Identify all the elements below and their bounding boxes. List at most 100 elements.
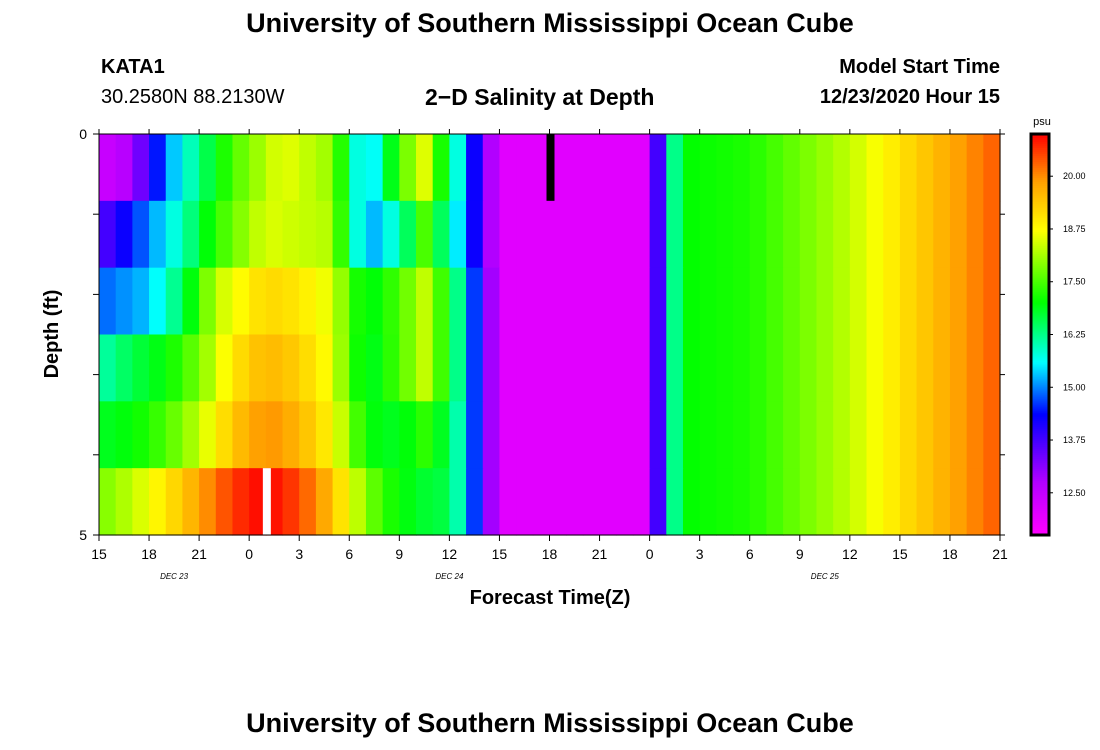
heatmap-cell bbox=[582, 267, 601, 336]
colorbar-step bbox=[1031, 382, 1049, 386]
heatmap-cell bbox=[632, 200, 651, 269]
heatmap-cell bbox=[199, 200, 217, 269]
colorbar-step bbox=[1031, 340, 1049, 344]
heatmap-cell bbox=[382, 401, 400, 469]
colorbar-step bbox=[1031, 440, 1049, 444]
colorbar-step bbox=[1031, 514, 1049, 518]
colorbar-step bbox=[1031, 140, 1049, 143]
x-tick-label: 15 bbox=[91, 546, 107, 562]
heatmap-cell bbox=[616, 200, 634, 269]
colorbar-step bbox=[1031, 242, 1049, 245]
colorbar-step bbox=[1031, 200, 1049, 203]
heatmap-cell bbox=[916, 334, 934, 402]
heatmap-cell bbox=[749, 267, 768, 336]
heatmap-cell bbox=[766, 468, 784, 536]
heatmap-cell bbox=[899, 401, 918, 469]
colorbar-step bbox=[1031, 464, 1049, 468]
colorbar-step bbox=[1031, 426, 1049, 430]
heatmap-cell bbox=[983, 401, 1001, 469]
colorbar-step bbox=[1031, 424, 1049, 428]
heatmap-cell bbox=[516, 134, 534, 202]
colorbar-step bbox=[1031, 520, 1049, 524]
heatmap-cell bbox=[215, 401, 234, 469]
date-label: DEC 24 bbox=[435, 572, 464, 581]
colorbar-step bbox=[1031, 190, 1049, 193]
heatmap-cell bbox=[749, 134, 768, 202]
heatmap-cell bbox=[149, 468, 167, 536]
heatmap-cell bbox=[215, 134, 234, 202]
heatmap-cell bbox=[466, 134, 484, 202]
heatmap-cell bbox=[249, 334, 267, 402]
colorbar-step bbox=[1031, 472, 1049, 476]
x-tick-label: 12 bbox=[442, 546, 458, 562]
colorbar-step bbox=[1031, 300, 1049, 304]
heatmap-cell bbox=[182, 267, 200, 336]
colorbar-step bbox=[1031, 178, 1049, 181]
colorbar-step bbox=[1031, 392, 1049, 396]
heatmap-cell bbox=[165, 200, 184, 269]
colorbar-step bbox=[1031, 402, 1049, 406]
colorbar-step bbox=[1031, 276, 1049, 279]
colorbar-step bbox=[1031, 360, 1049, 364]
heatmap-cell bbox=[265, 267, 284, 336]
heatmap-cell bbox=[833, 334, 851, 402]
heatmap-cell bbox=[532, 401, 551, 469]
heatmap-cell bbox=[149, 267, 167, 336]
colorbar-step bbox=[1031, 528, 1049, 532]
heatmap-cell bbox=[482, 200, 501, 269]
colorbar-step bbox=[1031, 222, 1049, 225]
heatmap-cell bbox=[833, 401, 851, 469]
heatmap-cell bbox=[899, 334, 918, 402]
heatmap-cell bbox=[432, 200, 450, 269]
heatmap-cell bbox=[165, 468, 184, 536]
colorbar-step bbox=[1031, 270, 1049, 273]
heatmap-cell bbox=[332, 334, 350, 402]
colorbar-step bbox=[1031, 220, 1049, 223]
colorbar-step bbox=[1031, 320, 1049, 324]
heatmap-cell bbox=[666, 401, 684, 469]
heatmap-cell bbox=[883, 267, 901, 336]
heatmap-cell bbox=[482, 401, 501, 469]
heatmap-cell bbox=[966, 267, 984, 336]
heatmap-cell bbox=[482, 267, 501, 336]
heatmap-cell bbox=[632, 267, 651, 336]
heatmap-cell bbox=[949, 134, 968, 202]
plot-title: 2−D Salinity at Depth bbox=[425, 84, 655, 110]
heatmap-cell bbox=[199, 401, 217, 469]
colorbar-step bbox=[1031, 522, 1049, 526]
colorbar-step bbox=[1031, 266, 1049, 269]
colorbar-step bbox=[1031, 418, 1049, 422]
colorbar-step bbox=[1031, 456, 1049, 460]
heatmap-cell bbox=[232, 334, 250, 402]
heatmap-cell bbox=[599, 468, 617, 536]
heatmap-cell bbox=[99, 334, 117, 402]
heatmap-cell bbox=[666, 267, 684, 336]
heatmap-cell bbox=[165, 267, 184, 336]
heatmap-cell bbox=[249, 200, 267, 269]
colorbar-step bbox=[1031, 480, 1049, 484]
y-axis-ticks: 05 bbox=[79, 126, 1005, 543]
colorbar-step bbox=[1031, 278, 1049, 281]
colorbar-step bbox=[1031, 272, 1049, 275]
heatmap-cell bbox=[149, 401, 167, 469]
heatmap-cell bbox=[532, 267, 551, 336]
colorbar-step bbox=[1031, 304, 1049, 308]
colorbar-step bbox=[1031, 254, 1049, 257]
heatmap-cell bbox=[115, 334, 133, 402]
y-axis-label: Depth (ft) bbox=[41, 290, 63, 379]
colorbar-step bbox=[1031, 164, 1049, 167]
colorbar-step bbox=[1031, 368, 1049, 372]
heatmap-cell bbox=[349, 334, 367, 402]
colorbar-step bbox=[1031, 396, 1049, 400]
colorbar-step bbox=[1031, 156, 1049, 159]
colorbar-step bbox=[1031, 318, 1049, 322]
colorbar-step bbox=[1031, 336, 1049, 340]
colorbar-step bbox=[1031, 248, 1049, 251]
heatmap-cell bbox=[983, 134, 1001, 202]
heatmap-cell bbox=[716, 401, 734, 469]
heatmap-cell bbox=[716, 134, 734, 202]
colorbar-step bbox=[1031, 168, 1049, 171]
heatmap-cell bbox=[466, 334, 484, 402]
heatmap-cell bbox=[582, 334, 601, 402]
heatmap-cell bbox=[733, 134, 751, 202]
